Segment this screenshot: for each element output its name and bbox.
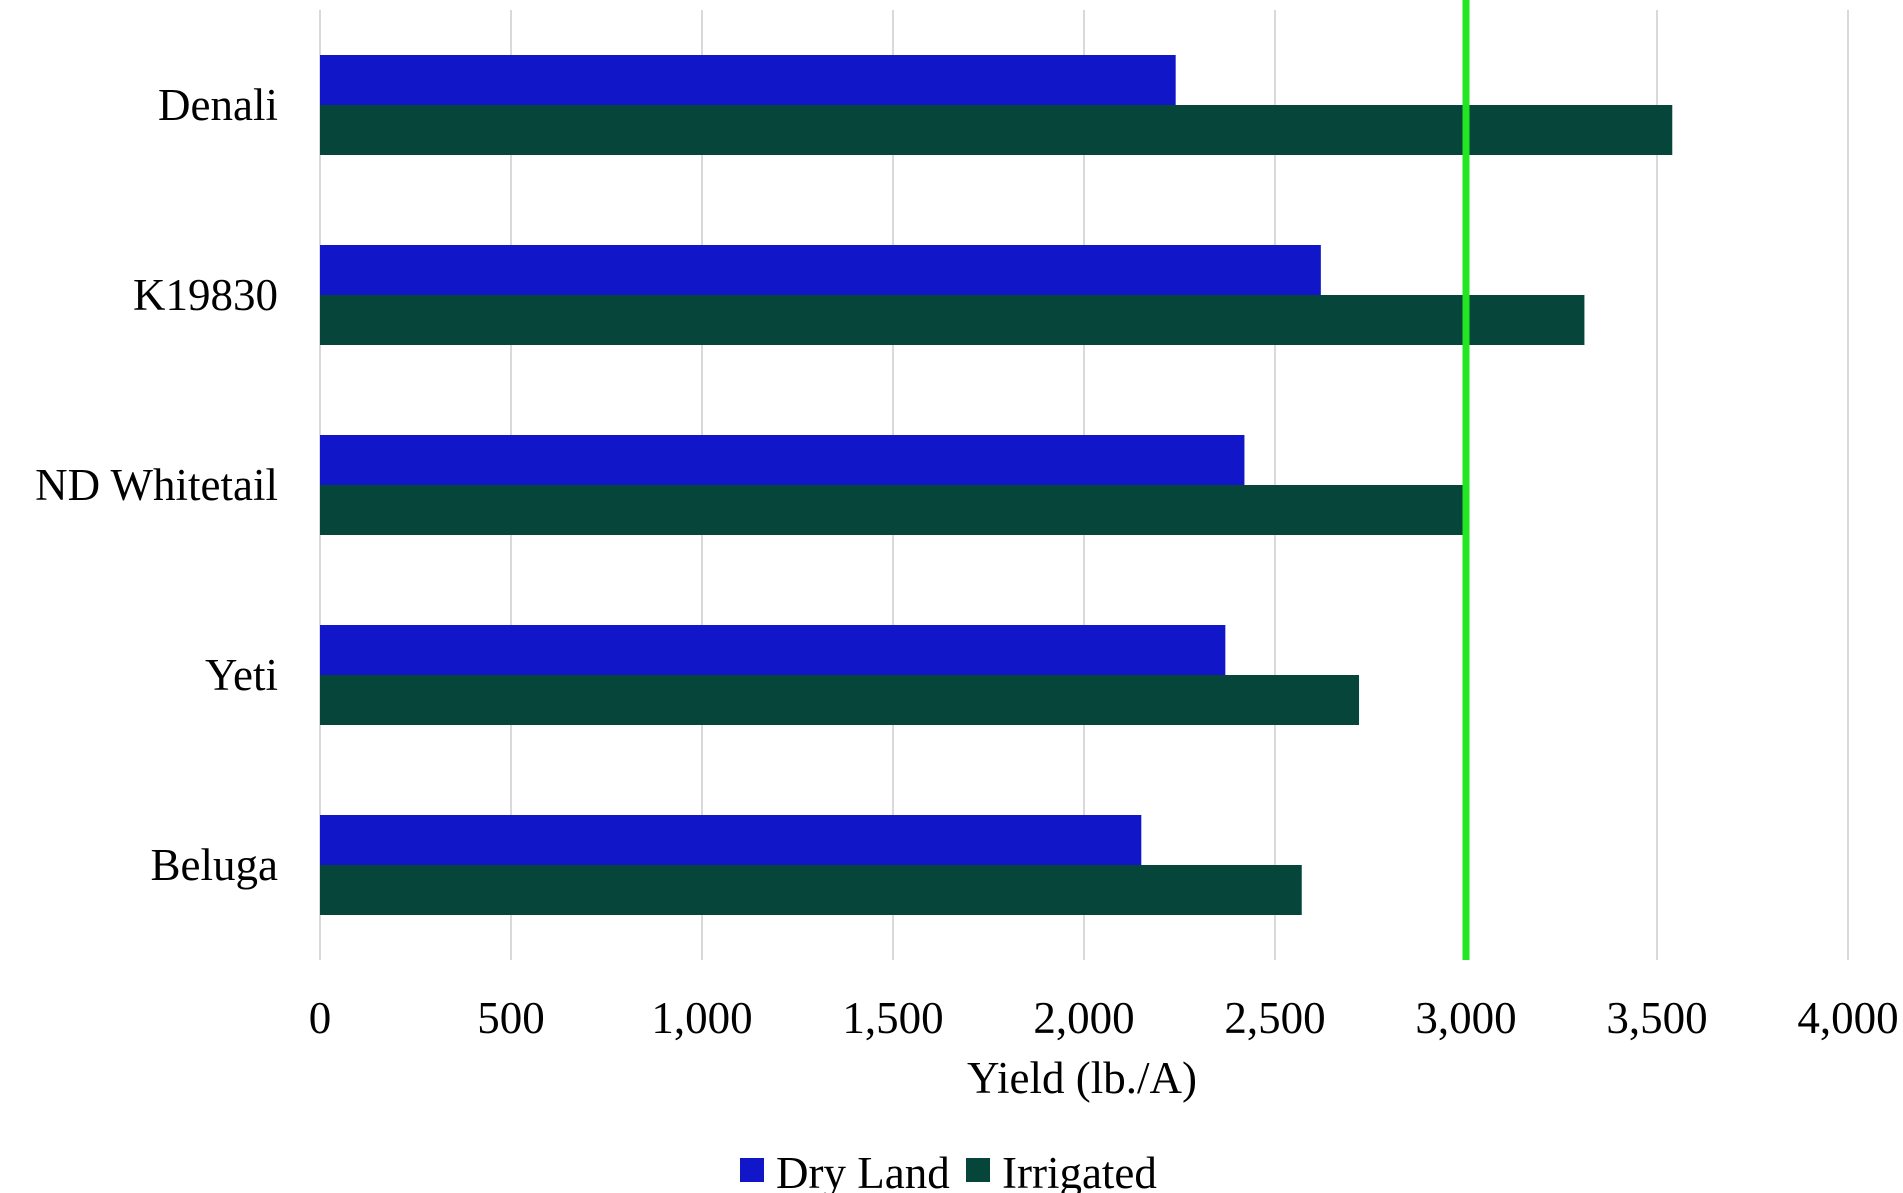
x-tick-label: 4,000: [1797, 993, 1898, 1043]
bar-irrigated: [320, 295, 1585, 345]
category-label: Yeti: [205, 650, 278, 700]
category-label: ND Whitetail: [35, 460, 278, 510]
x-tick-label: 3,000: [1415, 993, 1516, 1043]
category-labels: Denali K19830 ND Whitetail Yeti Beluga: [35, 80, 278, 890]
legend-swatch: [966, 1158, 990, 1182]
category-label: Beluga: [151, 840, 278, 890]
x-tick-labels: 0 500 1,000 1,500 2,000 2,500 3,000 3,500 4,000: [309, 993, 1899, 1043]
x-tick-label: 3,500: [1606, 993, 1707, 1043]
bar-dry-land: [320, 245, 1321, 295]
legend-swatch: [740, 1158, 764, 1182]
x-tick-label: 2,500: [1224, 993, 1325, 1043]
category-label: K19830: [133, 270, 278, 320]
x-tick-label: 2,000: [1033, 993, 1134, 1043]
x-tick-label: 0: [309, 993, 332, 1043]
bars: [320, 55, 1673, 915]
x-tick-label: 1,000: [651, 993, 752, 1043]
bar-irrigated: [320, 675, 1360, 725]
bar-dry-land: [320, 815, 1142, 865]
bar-irrigated: [320, 485, 1466, 535]
bar-dry-land: [320, 625, 1226, 675]
x-tick-label: 500: [477, 993, 545, 1043]
bar-irrigated: [320, 865, 1302, 915]
legend-label: Dry Land: [776, 1148, 950, 1193]
x-tick-label: 1,500: [842, 993, 943, 1043]
x-axis-title: Yield (lb./A): [967, 1053, 1197, 1103]
legend-label: Irrigated: [1002, 1148, 1157, 1193]
legend: Dry Land Irrigated: [740, 1148, 1157, 1193]
bar-dry-land: [320, 435, 1245, 485]
bar-irrigated: [320, 105, 1673, 155]
category-label: Denali: [158, 80, 278, 130]
bar-dry-land: [320, 55, 1176, 105]
